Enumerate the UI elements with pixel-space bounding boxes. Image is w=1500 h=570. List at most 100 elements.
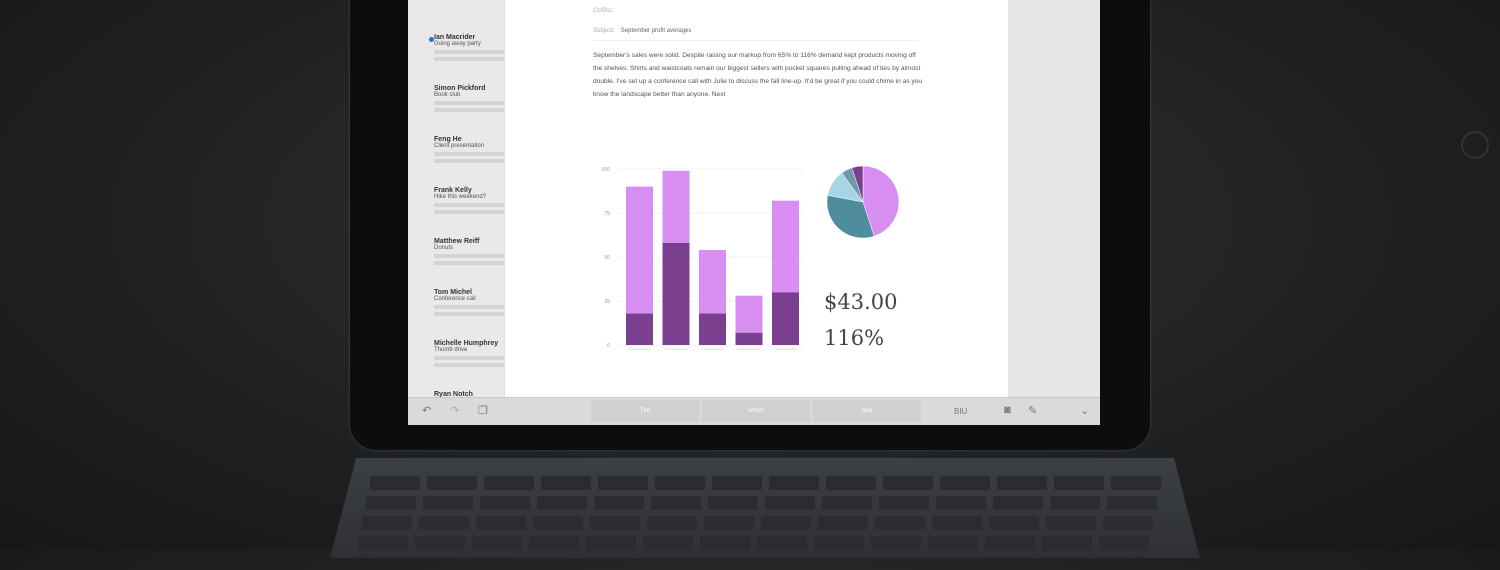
keyboard-key[interactable] [708, 496, 758, 510]
keyboard-key[interactable] [480, 496, 530, 510]
paste-icon[interactable]: ❐ [478, 405, 488, 417]
keyboard-key[interactable] [419, 516, 469, 530]
keyboard-key[interactable] [981, 556, 1031, 558]
suggestion-2[interactable]: which [702, 400, 810, 422]
attachment-icon[interactable]: ✎ [1028, 405, 1038, 417]
keyboard-key[interactable] [541, 476, 591, 490]
keyboard-key[interactable] [415, 536, 465, 550]
keyboard-key[interactable] [598, 476, 648, 490]
keyboard-key[interactable] [753, 556, 803, 558]
keyboard-key[interactable] [1111, 476, 1161, 490]
keyboard-key[interactable] [1038, 556, 1088, 558]
hide-keyboard-icon[interactable]: ⌄ [1080, 405, 1090, 417]
keyboard-key[interactable] [826, 476, 876, 490]
mail-list-item[interactable]: Ian Macrider Going away party [408, 30, 504, 81]
keyboard-key[interactable] [879, 496, 929, 510]
keyboard-key[interactable] [370, 476, 420, 490]
keyboard-key[interactable] [704, 516, 754, 530]
unread-dot [429, 37, 434, 42]
keyboard-key[interactable] [362, 516, 412, 530]
keyboard-key[interactable] [1042, 536, 1092, 550]
keyboard-key[interactable] [476, 516, 526, 530]
keyboard-key[interactable] [472, 536, 522, 550]
suggestion-1[interactable]: The [591, 400, 699, 422]
keyboard-key[interactable] [822, 496, 872, 510]
mail-list-item[interactable]: Frank Kelly Hike this weekend? [408, 183, 504, 234]
mail-subject: Thumb drive [434, 347, 468, 353]
keyboard-key[interactable] [655, 476, 705, 490]
keyboard-key[interactable] [818, 516, 868, 530]
keyboard-key[interactable] [643, 536, 693, 550]
keyboard-key[interactable] [883, 476, 933, 490]
keyboard-key[interactable] [875, 516, 925, 530]
keyboard-key[interactable] [924, 556, 974, 558]
keyboard-key[interactable] [871, 536, 921, 550]
average-value: $43.00 [824, 290, 898, 314]
keyboard-key[interactable] [936, 496, 986, 510]
camera-icon[interactable]: ◙ [1004, 404, 1011, 416]
keyboard-key[interactable] [761, 516, 811, 530]
keyboard-key[interactable] [529, 536, 579, 550]
bar [626, 186, 653, 314]
keyboard-key[interactable] [423, 496, 473, 510]
keyboard-key[interactable] [696, 556, 746, 558]
keyboard-key[interactable] [1107, 496, 1157, 510]
keyboard-key[interactable] [765, 496, 815, 510]
keyboard-key[interactable] [757, 536, 807, 550]
mail-preview [434, 254, 504, 258]
subject-field[interactable]: Subject: September profit averages [593, 28, 918, 41]
home-button[interactable] [1461, 131, 1489, 159]
keyboard-key[interactable] [1050, 496, 1100, 510]
keyboard-key[interactable] [411, 556, 461, 558]
keyboard-key[interactable] [1103, 516, 1153, 530]
keyboard-key[interactable] [590, 516, 640, 530]
y-tick-label: 25 [604, 299, 610, 305]
undo-icon[interactable]: ↶ [422, 405, 432, 417]
mail-list-item[interactable]: Ryan Notch [408, 387, 504, 425]
keyboard-key[interactable] [525, 556, 575, 558]
keyboard-key[interactable] [354, 556, 404, 558]
keyboard-key[interactable] [989, 516, 1039, 530]
keyboard-key[interactable] [1095, 556, 1145, 558]
keyboard-key[interactable] [867, 556, 917, 558]
keyboard-key[interactable] [700, 536, 750, 550]
keyboard-key[interactable] [997, 476, 1047, 490]
keyboard-key[interactable] [769, 476, 819, 490]
keyboard-key[interactable] [647, 516, 697, 530]
keyboard-key[interactable] [712, 476, 762, 490]
mail-list-item[interactable]: Matthew Reiff Donuts [408, 234, 504, 285]
keyboard-key[interactable] [533, 516, 583, 530]
keyboard-key[interactable] [484, 476, 534, 490]
message-body[interactable]: September's sales were solid. Despite ra… [593, 52, 923, 98]
keyboard-key[interactable] [582, 556, 632, 558]
mail-list-item[interactable]: Tom Michel Conference call [408, 285, 504, 336]
keyboard-key[interactable] [537, 496, 587, 510]
keyboard-key[interactable] [468, 556, 518, 558]
mail-list-item[interactable]: Michelle Humphrey Thumb drive [408, 336, 504, 387]
keyboard-key[interactable] [940, 476, 990, 490]
mail-list-item[interactable]: Simon Pickford Book club [408, 81, 504, 132]
keyboard-key[interactable] [985, 536, 1035, 550]
keyboard-key[interactable] [1046, 516, 1096, 530]
suggestion-3[interactable]: and [813, 400, 921, 422]
keyboard-key[interactable] [594, 496, 644, 510]
keyboard-key[interactable] [639, 556, 689, 558]
keyboard-key[interactable] [928, 536, 978, 550]
keyboard-key[interactable] [427, 476, 477, 490]
keyboard-key[interactable] [993, 496, 1043, 510]
subject-value: September profit averages [620, 28, 692, 34]
keyboard-key[interactable] [932, 516, 982, 530]
redo-icon[interactable]: ↷ [450, 405, 460, 417]
keyboard-key[interactable] [651, 496, 701, 510]
ipad-screen: Ian Macrider Going away party Simon Pickfo… [408, 0, 1100, 425]
cc-field[interactable]: Cc/Bcc: [593, 8, 614, 14]
format-button[interactable]: BIU [954, 407, 968, 416]
keyboard-key[interactable] [814, 536, 864, 550]
keyboard-key[interactable] [1054, 476, 1104, 490]
mail-list-item[interactable]: Feng He Client presentation [408, 132, 504, 183]
keyboard-key[interactable] [358, 536, 408, 550]
keyboard-key[interactable] [810, 556, 860, 558]
keyboard-key[interactable] [366, 496, 416, 510]
keyboard-key[interactable] [1099, 536, 1149, 550]
keyboard-key[interactable] [586, 536, 636, 550]
